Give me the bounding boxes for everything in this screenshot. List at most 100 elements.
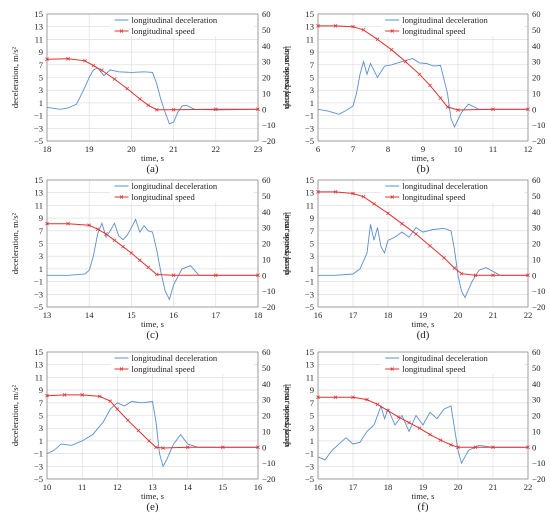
deceleration-series-line — [46, 401, 258, 468]
y-tick-label: −3 — [305, 461, 314, 471]
y-tick-label: 9 — [310, 213, 314, 223]
y2-axis-title: linear speed, km/h — [283, 384, 293, 448]
y-tick-label: −3 — [34, 461, 43, 471]
y2-axis-title: linear speed, km/h — [283, 212, 293, 276]
x-tick-label: 9 — [421, 144, 425, 154]
y-tick-label: −5 — [305, 302, 314, 312]
speed-data-point — [112, 238, 117, 243]
speed-data-point — [87, 223, 92, 228]
speed-series-line — [46, 58, 258, 111]
legend-marker-speed — [119, 367, 124, 371]
y2-tick-label: 0 — [532, 104, 536, 114]
speed-data-point — [333, 24, 338, 28]
speed-data-point — [407, 420, 411, 425]
speed-data-point — [428, 432, 432, 437]
y2-tick-label: 50 — [262, 363, 271, 373]
y2-tick-label: 30 — [532, 223, 541, 233]
x-tick-label: 7 — [351, 144, 356, 154]
speed-data-point — [112, 77, 117, 81]
speed-data-point — [83, 58, 87, 63]
y-tick-label: 5 — [39, 73, 43, 83]
speed-data-point — [491, 107, 495, 112]
speed-data-point — [396, 415, 401, 419]
y2-tick-label: 10 — [532, 426, 541, 436]
speed-data-point — [185, 445, 190, 450]
y2-tick-label: 20 — [262, 411, 271, 421]
y2-tick-label: 40 — [532, 41, 541, 51]
y-tick-label: −1 — [34, 111, 43, 121]
legend-background — [381, 181, 524, 202]
legend-label-speed: longitudinal speed — [132, 192, 196, 202]
speed-data-point — [365, 397, 369, 402]
y2-tick-label: 30 — [262, 395, 271, 405]
y2-axis-title: linear speed, km/h — [283, 46, 293, 110]
legend-label-speed: longitudinal speed — [132, 364, 196, 374]
legend-label-deceleration: longitudinal deceleration — [132, 353, 218, 363]
y2-tick-label: −10 — [262, 458, 275, 468]
y2-tick-label: 60 — [262, 175, 271, 185]
speed-data-point — [154, 445, 158, 450]
y-tick-label: 13 — [34, 22, 43, 32]
speed-data-point — [526, 273, 530, 278]
x-tick-label: 17 — [349, 310, 358, 320]
y-tick-label: −1 — [34, 449, 43, 459]
panel-caption: (c) — [146, 329, 159, 341]
y-tick-label: 3 — [310, 251, 314, 261]
y-tick-label: 15 — [34, 347, 43, 357]
speed-series-line — [318, 25, 528, 111]
x-tick-label: 19 — [85, 144, 94, 154]
speed-data-point — [146, 103, 151, 108]
y2-tick-label: −10 — [532, 286, 545, 296]
plot-area-border — [46, 13, 259, 142]
x-tick-label: 20 — [454, 482, 463, 492]
x-tick-label: 18 — [384, 310, 393, 320]
y-tick-label: 13 — [34, 360, 43, 370]
y2-tick-label: 50 — [262, 25, 271, 35]
y-tick-label: 15 — [305, 175, 314, 185]
y-tick-label: 15 — [305, 9, 314, 19]
speed-data-point — [213, 107, 218, 112]
legend-label-deceleration: longitudinal deceleration — [402, 353, 488, 363]
y-tick-label: −3 — [305, 123, 314, 133]
x-tick-label: 10 — [43, 482, 52, 492]
x-tick-label: 19 — [419, 310, 428, 320]
speed-data-point — [316, 24, 320, 28]
y2-tick-label: 60 — [262, 347, 271, 357]
y2-tick-label: 40 — [262, 379, 271, 389]
y2-tick-label: 30 — [262, 57, 271, 67]
y2-tick-label: 40 — [262, 41, 271, 51]
legend-marker-speed — [390, 195, 394, 199]
x-tick-label: 15 — [127, 310, 136, 320]
deceleration-series-line — [46, 67, 259, 125]
speed-data-point — [438, 96, 443, 100]
speed-data-point — [428, 83, 432, 88]
y-tick-label: 3 — [39, 423, 43, 433]
x-axis-title: time, s — [412, 319, 436, 329]
x-tick-label: 21 — [169, 144, 178, 154]
y-tick-label: 9 — [310, 47, 314, 57]
y-tick-label: 1 — [39, 436, 43, 446]
speed-data-point — [400, 221, 404, 226]
y-axis-title: deceleration, m/s² — [281, 46, 291, 108]
panel-caption: (b) — [417, 163, 430, 175]
x-tick-label: 22 — [524, 310, 533, 320]
x-tick-label: 16 — [314, 310, 323, 320]
y-axis-title: deceleration, m/s² — [281, 212, 291, 274]
y-tick-label: 15 — [34, 175, 43, 185]
x-axis-title: time, s — [141, 319, 165, 329]
y2-tick-label: 40 — [532, 207, 541, 217]
legend-background — [110, 353, 255, 374]
x-tick-label: 15 — [219, 482, 228, 492]
y-tick-label: 5 — [310, 239, 314, 249]
y2-tick-label: 0 — [532, 442, 536, 452]
x-tick-label: 18 — [43, 144, 52, 154]
y-tick-label: 7 — [310, 398, 315, 408]
x-tick-label: 16 — [254, 482, 263, 492]
x-tick-label: 12 — [524, 144, 533, 154]
y-axis-title: deceleration, m/s² — [281, 384, 291, 446]
x-axis-title: time, s — [412, 491, 436, 501]
plot-area-border — [46, 179, 259, 308]
speed-data-point — [115, 407, 120, 411]
speed-data-point — [108, 399, 113, 404]
